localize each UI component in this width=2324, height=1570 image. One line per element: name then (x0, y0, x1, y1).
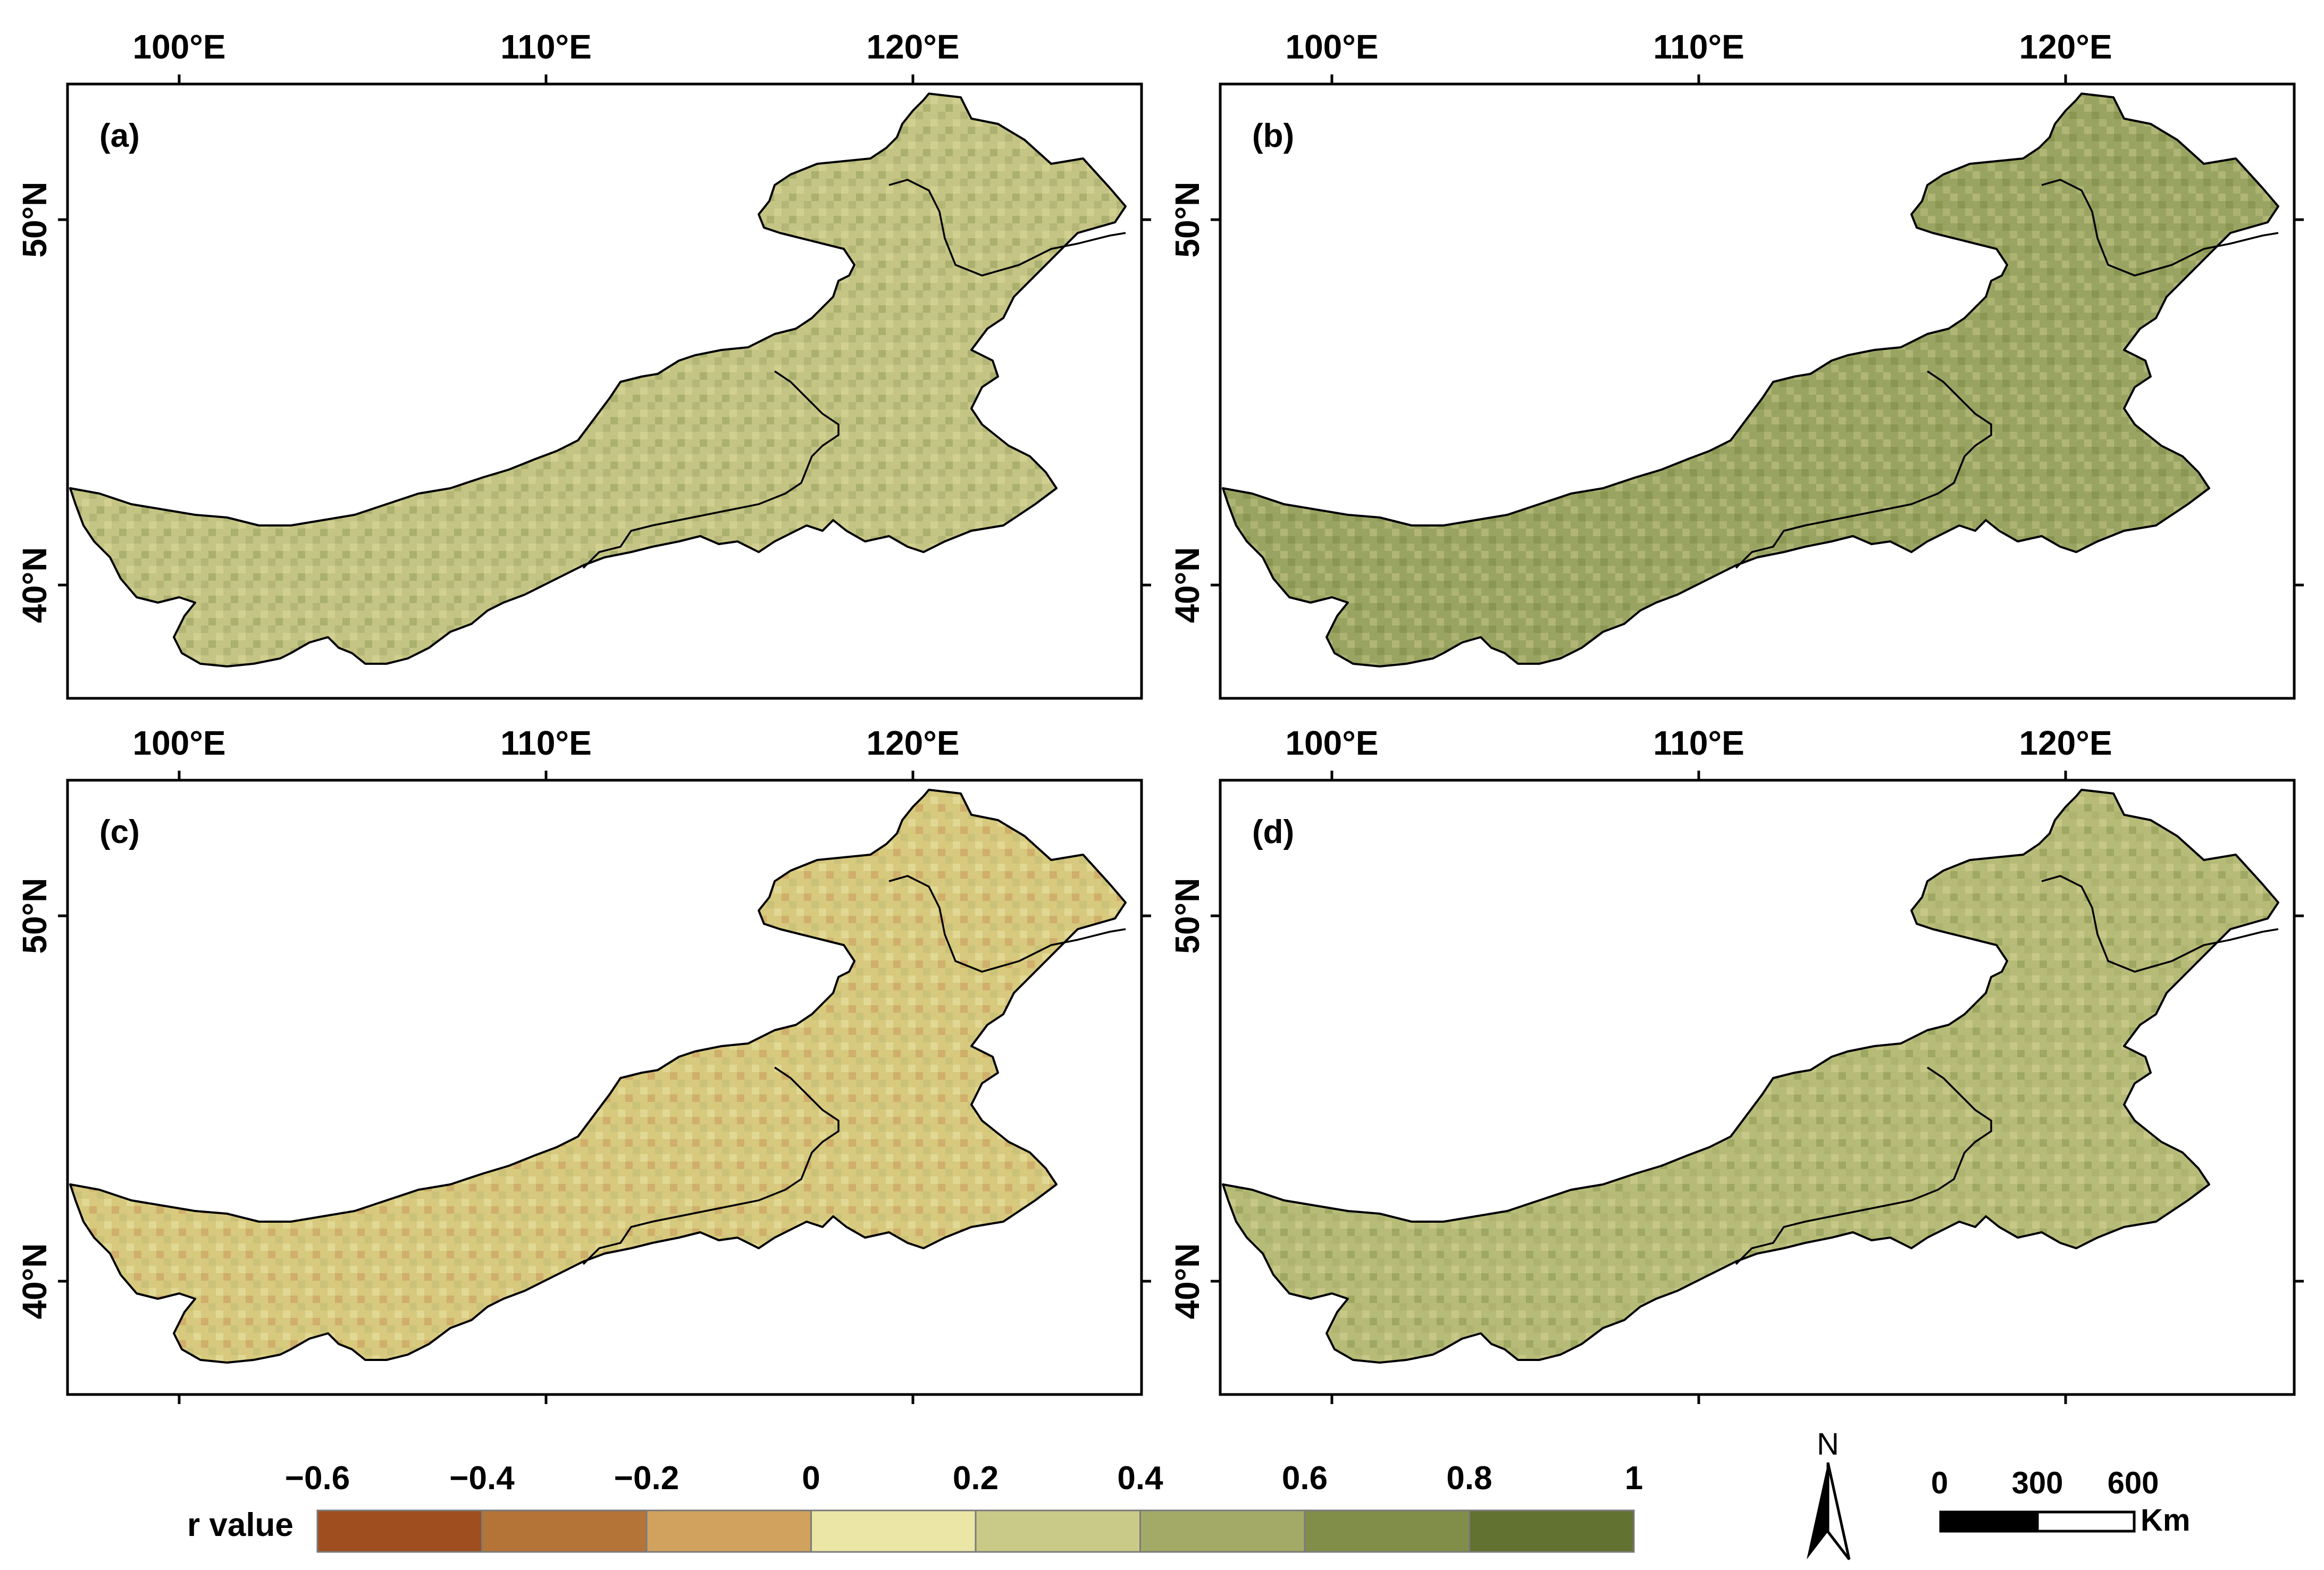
ecoregion-boundary-northeast (888, 875, 1126, 973)
region-raster (69, 789, 1127, 1364)
lon-label: 120°E (2019, 28, 2112, 66)
ecoregion-boundary-northeast (2041, 179, 2279, 277)
lat-label: 40°N (1168, 547, 1206, 623)
scale-bar-white-segment (2036, 1510, 2136, 1533)
colorbar-tick-label: 0 (802, 1460, 820, 1497)
panel-label: (c) (99, 814, 140, 850)
ecoregion-boundary-central (1735, 1066, 1992, 1265)
lon-label: 100°E (1285, 28, 1378, 66)
ecoregion-boundary-central (1735, 370, 1992, 569)
map-panel-a: (a) 100°E 110°E 120°E 50°N 40°N (15, 28, 1151, 700)
region-raster (1222, 93, 2279, 667)
colorbar-tick-label: 0.2 (953, 1460, 999, 1497)
scale-bar: 0 300 600 Km (1931, 1466, 2191, 1538)
colorbar-tick-label: −0.6 (285, 1460, 350, 1497)
lat-label: 40°N (1168, 1243, 1206, 1320)
colorbar-tick-label: −0.4 (449, 1460, 515, 1497)
region-raster (69, 93, 1127, 667)
map-panel-d: (d) 100°E 110°E 120°E 50°N 40°N (1168, 724, 2304, 1404)
ecoregion-boundary-central (582, 370, 840, 569)
colorbar-cell (810, 1509, 977, 1553)
scale-tick-600: 600 (2108, 1466, 2159, 1500)
colorbar-cell (1139, 1509, 1306, 1553)
lon-label: 110°E (1653, 28, 1744, 66)
scale-unit: Km (2141, 1503, 2190, 1538)
colorbar-cell (645, 1509, 812, 1553)
lon-label: 100°E (132, 28, 225, 66)
lat-label: 50°N (15, 878, 54, 954)
panel-label: (d) (1252, 814, 1294, 850)
region-raster (1222, 789, 2279, 1364)
colorbar-cell (975, 1509, 1141, 1553)
panel-label: (a) (99, 118, 140, 154)
north-label: N (1817, 1427, 1839, 1462)
lon-label: 100°E (1285, 724, 1378, 762)
colorbar-tick-label: 1 (1625, 1460, 1643, 1497)
north-arrow-left-half (1807, 1463, 1828, 1559)
lon-label: 110°E (500, 724, 592, 762)
ecoregion-boundary-northeast (888, 179, 1126, 277)
map-panel-c: (c) 100°E 110°E 120°E 50°N 40°N (15, 724, 1151, 1404)
scale-tick-300: 300 (2012, 1466, 2063, 1500)
panel-label: (b) (1252, 118, 1294, 154)
map-panel-b: (b) 100°E 110°E 120°E 50°N 40°N (1168, 28, 2304, 700)
lat-label: 50°N (15, 182, 54, 258)
scale-bar-black-segment (1939, 1510, 2039, 1533)
colorbar-cell (316, 1509, 483, 1553)
colorbar-tick-label: 0.8 (1446, 1460, 1492, 1497)
legend-title: r value (187, 1507, 293, 1543)
lon-label: 120°E (866, 724, 959, 762)
colorbar-tick-label: −0.2 (614, 1460, 679, 1497)
north-arrow-right-half (1826, 1462, 1851, 1560)
lon-label: 120°E (866, 28, 959, 66)
scale-tick-0: 0 (1931, 1466, 1948, 1500)
lat-label: 50°N (1168, 182, 1206, 258)
lat-label: 50°N (1168, 878, 1206, 954)
colorbar-tick-label: 0.4 (1117, 1460, 1163, 1497)
lon-label: 110°E (500, 28, 592, 66)
lat-label: 40°N (15, 1243, 54, 1320)
lat-label: 40°N (15, 547, 54, 623)
colorbar-legend: r value −0.6 −0.4 −0.2 0 0.2 0.4 0.6 0.8 1 (187, 1460, 1643, 1553)
north-arrow: N (1807, 1427, 1851, 1560)
colorbar-cell (1304, 1509, 1470, 1553)
ecoregion-boundary-northeast (2041, 875, 2279, 973)
colorbar-cell (1469, 1509, 1635, 1553)
lon-label: 100°E (132, 724, 225, 762)
lon-label: 120°E (2019, 724, 2112, 762)
lon-label: 110°E (1653, 724, 1744, 762)
colorbar-tick-label: 0.6 (1282, 1460, 1328, 1497)
colorbar-cell (481, 1509, 648, 1553)
ecoregion-boundary-central (582, 1066, 840, 1265)
